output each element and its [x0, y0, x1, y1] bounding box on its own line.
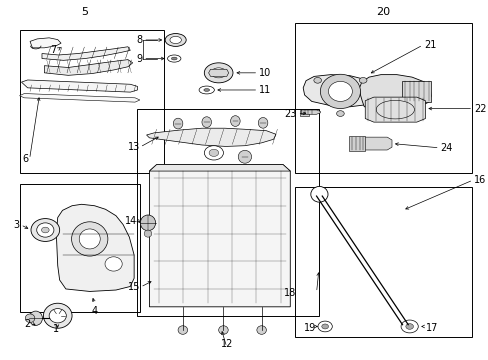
Ellipse shape	[321, 324, 328, 329]
Ellipse shape	[105, 257, 122, 271]
Bar	[294, 23, 471, 173]
Text: 7: 7	[50, 45, 56, 55]
Text: 9: 9	[136, 54, 142, 64]
Polygon shape	[299, 110, 309, 116]
Polygon shape	[56, 204, 134, 292]
Ellipse shape	[37, 223, 54, 237]
Bar	[137, 109, 318, 316]
Ellipse shape	[170, 36, 181, 44]
Bar	[20, 30, 163, 173]
Polygon shape	[44, 60, 132, 75]
Polygon shape	[146, 128, 275, 147]
Text: 16: 16	[473, 175, 486, 185]
Text: 19: 19	[304, 323, 316, 333]
Text: 21: 21	[423, 40, 435, 50]
Polygon shape	[21, 80, 137, 92]
Text: 10: 10	[259, 68, 271, 78]
Text: 22: 22	[473, 104, 486, 113]
Text: 12: 12	[220, 339, 232, 348]
Polygon shape	[301, 110, 320, 114]
Bar	[20, 184, 140, 312]
Text: 13: 13	[127, 142, 140, 152]
Ellipse shape	[171, 57, 177, 60]
Text: 3: 3	[13, 220, 20, 230]
Polygon shape	[365, 97, 425, 122]
Ellipse shape	[71, 222, 108, 256]
Ellipse shape	[317, 321, 332, 332]
Text: 5: 5	[81, 8, 88, 18]
Ellipse shape	[230, 116, 240, 126]
Text: 4: 4	[91, 306, 98, 316]
Text: 8: 8	[136, 35, 142, 45]
Polygon shape	[149, 165, 290, 171]
Polygon shape	[402, 81, 430, 102]
Ellipse shape	[313, 77, 321, 83]
Polygon shape	[42, 47, 130, 60]
Ellipse shape	[218, 326, 228, 334]
Ellipse shape	[165, 33, 186, 46]
Text: 1: 1	[53, 324, 59, 334]
Ellipse shape	[178, 326, 187, 334]
Ellipse shape	[167, 55, 181, 62]
Polygon shape	[363, 137, 391, 150]
Ellipse shape	[173, 118, 183, 129]
Ellipse shape	[144, 230, 151, 237]
Ellipse shape	[140, 215, 155, 231]
Ellipse shape	[258, 117, 267, 128]
Text: 17: 17	[426, 323, 438, 333]
Ellipse shape	[29, 311, 42, 325]
Text: 23: 23	[284, 109, 296, 119]
Ellipse shape	[211, 68, 226, 78]
Text: 24: 24	[440, 143, 452, 153]
Text: 18: 18	[284, 288, 296, 297]
Ellipse shape	[359, 77, 366, 83]
Ellipse shape	[202, 117, 211, 127]
Polygon shape	[348, 136, 365, 151]
Ellipse shape	[203, 89, 209, 91]
Text: 6: 6	[22, 154, 29, 164]
Text: 20: 20	[376, 8, 389, 18]
Polygon shape	[149, 165, 290, 307]
Ellipse shape	[328, 81, 352, 102]
Text: 11: 11	[259, 85, 271, 95]
Ellipse shape	[25, 314, 35, 323]
Ellipse shape	[400, 320, 417, 333]
Ellipse shape	[204, 146, 223, 160]
Ellipse shape	[320, 74, 360, 109]
Ellipse shape	[41, 227, 49, 233]
Text: 15: 15	[127, 282, 140, 292]
Ellipse shape	[199, 86, 214, 94]
Ellipse shape	[256, 326, 266, 334]
Ellipse shape	[209, 149, 218, 157]
Bar	[294, 187, 471, 337]
Ellipse shape	[43, 303, 72, 328]
Polygon shape	[359, 75, 430, 109]
Ellipse shape	[405, 324, 413, 329]
Polygon shape	[20, 94, 140, 102]
Ellipse shape	[79, 229, 100, 249]
Ellipse shape	[31, 219, 60, 242]
Text: 2: 2	[24, 319, 30, 329]
Ellipse shape	[238, 150, 251, 163]
Ellipse shape	[204, 63, 232, 83]
Ellipse shape	[336, 111, 344, 116]
Polygon shape	[208, 69, 228, 76]
Polygon shape	[30, 38, 61, 48]
Ellipse shape	[49, 309, 66, 323]
Polygon shape	[303, 75, 374, 107]
Ellipse shape	[310, 186, 327, 202]
Text: 14: 14	[125, 216, 137, 226]
